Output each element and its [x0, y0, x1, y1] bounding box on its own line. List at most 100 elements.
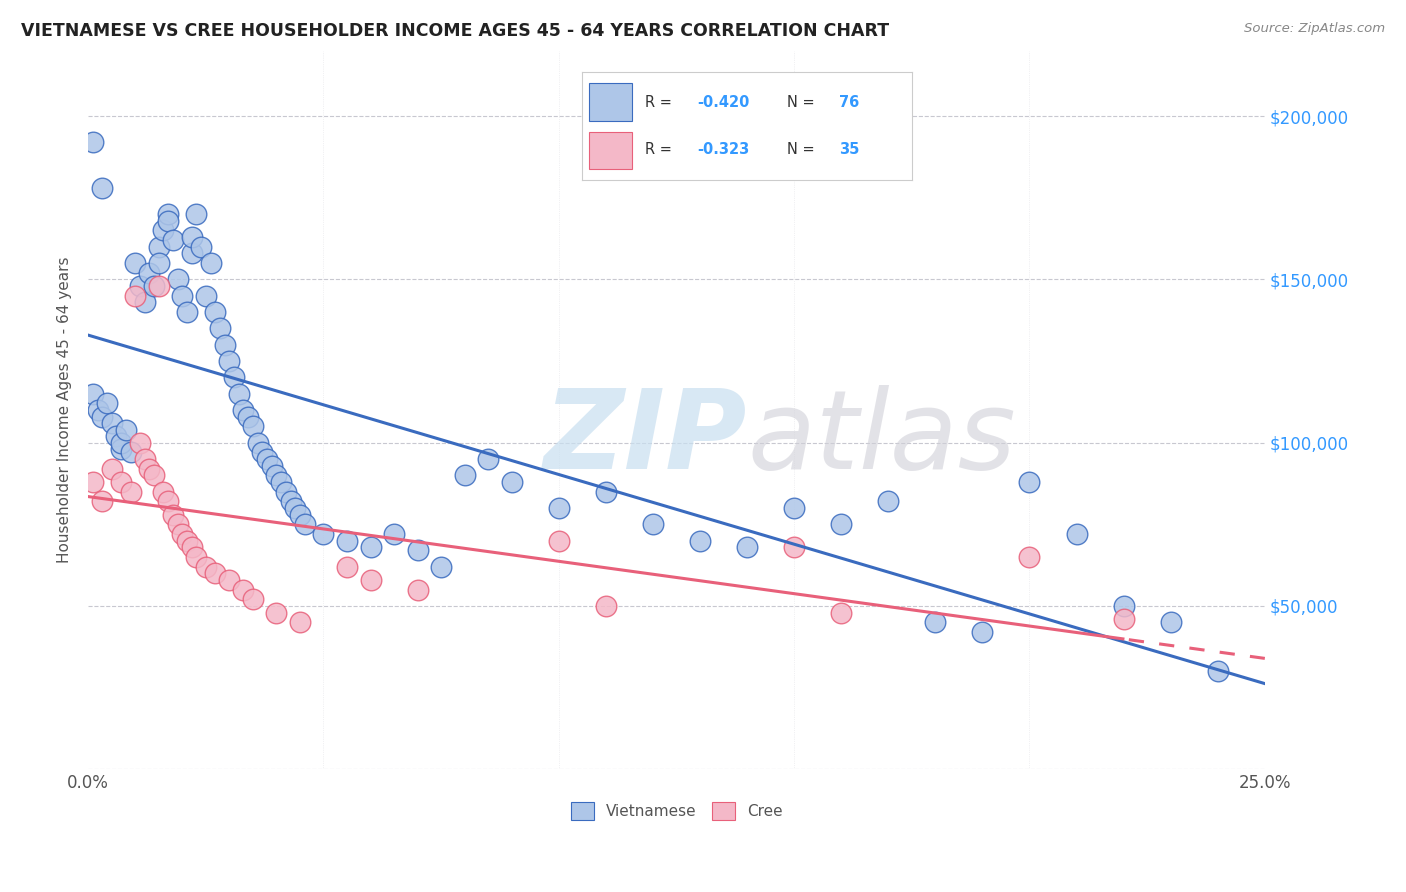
Point [148, 240, 170, 254]
Point [172, 288, 194, 302]
Point [454, 468, 477, 483]
Point [406, 543, 429, 558]
Point [194, 288, 217, 302]
Point [547, 500, 569, 515]
Y-axis label: Householder Income Ages 45 - 64 years: Householder Income Ages 45 - 64 years [58, 257, 72, 563]
Point [336, 533, 359, 548]
Point [96, 396, 118, 410]
Point [176, 305, 198, 319]
Point [176, 533, 198, 548]
Point [172, 527, 194, 541]
Point [138, 462, 160, 476]
Point [238, 409, 260, 424]
Point [186, 207, 208, 221]
Point [214, 337, 236, 351]
Point [166, 517, 188, 532]
Point [595, 599, 617, 613]
Point [641, 517, 664, 532]
Point [430, 559, 453, 574]
Point [1066, 527, 1088, 541]
Point [82, 386, 104, 401]
Point [180, 230, 202, 244]
Point [110, 435, 132, 450]
Point [924, 615, 946, 630]
Point [100, 416, 122, 430]
Point [148, 256, 170, 270]
Point [830, 606, 852, 620]
Point [252, 445, 274, 459]
Point [134, 452, 156, 467]
Point [129, 435, 152, 450]
Point [266, 468, 288, 483]
Point [138, 266, 160, 280]
Point [157, 213, 180, 227]
Point [228, 386, 250, 401]
Point [735, 540, 758, 554]
Point [595, 484, 617, 499]
Point [180, 246, 202, 260]
Text: Source: ZipAtlas.com: Source: ZipAtlas.com [1244, 22, 1385, 36]
Point [124, 256, 146, 270]
Point [180, 540, 202, 554]
Point [208, 321, 231, 335]
Point [232, 582, 254, 597]
Point [162, 233, 184, 247]
Point [270, 475, 292, 489]
Point [86, 403, 108, 417]
Point [148, 278, 170, 293]
Point [1160, 615, 1182, 630]
Point [143, 468, 166, 483]
Point [157, 207, 180, 221]
Text: atlas: atlas [747, 385, 1015, 492]
Point [288, 615, 311, 630]
Point [360, 573, 382, 587]
Point [274, 484, 297, 499]
Point [129, 278, 152, 293]
Text: VIETNAMESE VS CREE HOUSEHOLDER INCOME AGES 45 - 64 YEARS CORRELATION CHART: VIETNAMESE VS CREE HOUSEHOLDER INCOME AG… [21, 22, 889, 40]
Point [1018, 475, 1040, 489]
Point [152, 484, 174, 499]
Point [382, 527, 405, 541]
Point [157, 494, 180, 508]
Point [477, 452, 499, 467]
Point [166, 272, 188, 286]
Point [256, 452, 278, 467]
Point [242, 419, 264, 434]
Point [1206, 665, 1229, 679]
Point [91, 409, 114, 424]
Point [218, 354, 240, 368]
Point [162, 508, 184, 522]
Point [114, 423, 136, 437]
Point [312, 527, 335, 541]
Point [143, 278, 166, 293]
Point [134, 295, 156, 310]
Point [689, 533, 711, 548]
Point [204, 305, 226, 319]
Point [877, 494, 900, 508]
Point [266, 606, 288, 620]
Point [91, 494, 114, 508]
Point [100, 462, 122, 476]
Point [783, 540, 806, 554]
Point [232, 403, 254, 417]
Point [204, 566, 226, 581]
Point [783, 500, 806, 515]
Point [200, 256, 222, 270]
Point [830, 517, 852, 532]
Point [1018, 549, 1040, 564]
Point [284, 500, 307, 515]
Point [120, 445, 142, 459]
Point [972, 625, 994, 640]
Point [91, 181, 114, 195]
Point [190, 240, 212, 254]
Point [280, 494, 302, 508]
Point [82, 475, 104, 489]
Point [152, 223, 174, 237]
Point [406, 582, 429, 597]
Point [186, 549, 208, 564]
Point [336, 559, 359, 574]
Legend: Vietnamese, Cree: Vietnamese, Cree [564, 796, 789, 826]
Point [260, 458, 283, 473]
Point [1112, 612, 1135, 626]
Text: ZIP: ZIP [544, 385, 747, 492]
